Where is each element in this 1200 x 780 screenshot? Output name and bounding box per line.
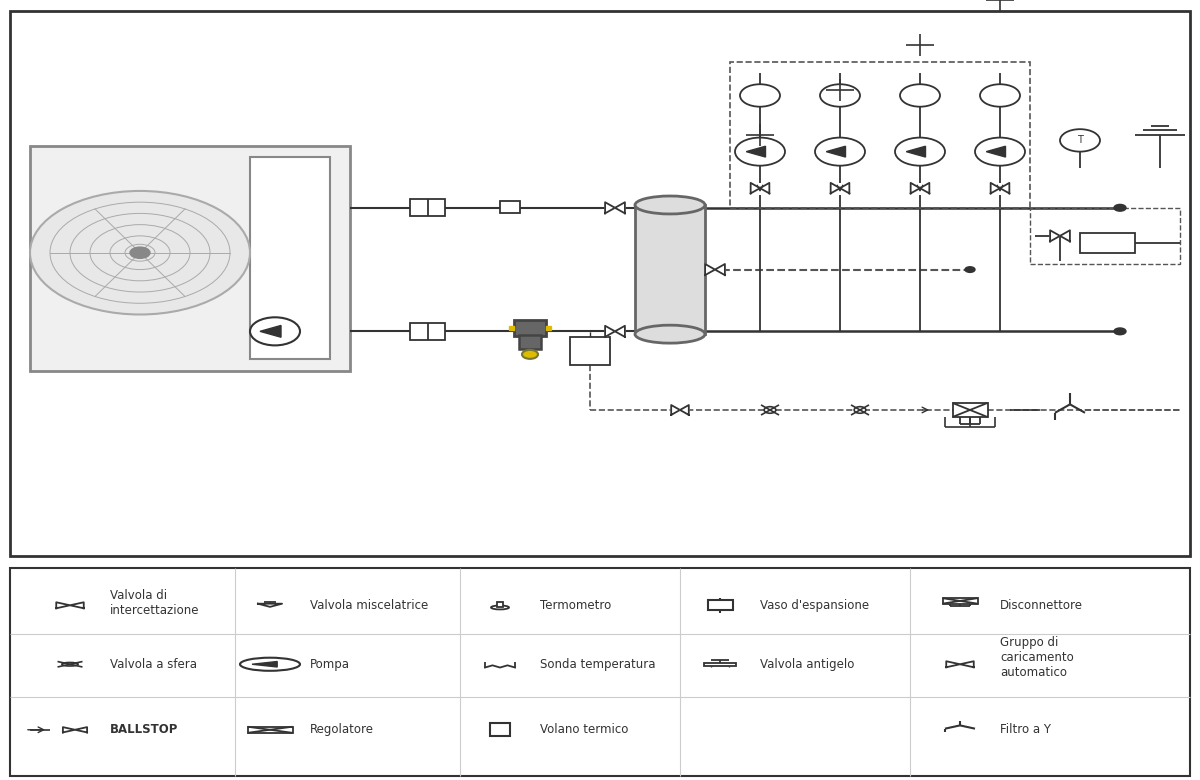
Polygon shape <box>840 183 850 193</box>
Polygon shape <box>1050 230 1060 242</box>
Bar <box>490 723 510 736</box>
Bar <box>953 403 988 417</box>
Polygon shape <box>911 183 920 193</box>
Text: Valvola antigelo: Valvola antigelo <box>760 658 854 671</box>
Polygon shape <box>920 183 929 193</box>
Text: Volano termico: Volano termico <box>540 723 629 736</box>
Circle shape <box>1114 204 1126 211</box>
Polygon shape <box>746 146 766 157</box>
Circle shape <box>522 350 538 359</box>
Polygon shape <box>827 146 846 157</box>
Bar <box>708 601 732 610</box>
Polygon shape <box>56 602 70 608</box>
Text: Sonda temperatura: Sonda temperatura <box>540 658 655 671</box>
Circle shape <box>491 605 509 609</box>
Polygon shape <box>986 146 1006 157</box>
Bar <box>1080 233 1135 253</box>
Circle shape <box>764 406 776 413</box>
Circle shape <box>965 267 974 272</box>
Circle shape <box>30 191 250 314</box>
Circle shape <box>980 84 1020 107</box>
Polygon shape <box>1060 230 1070 242</box>
Text: Regolatore: Regolatore <box>310 723 374 736</box>
Polygon shape <box>605 202 616 214</box>
Text: T: T <box>1078 136 1082 145</box>
Circle shape <box>250 317 300 346</box>
Polygon shape <box>830 183 840 193</box>
Text: BALLSTOP: BALLSTOP <box>110 723 179 736</box>
Circle shape <box>240 658 300 671</box>
Circle shape <box>854 406 866 413</box>
Ellipse shape <box>635 325 706 343</box>
Polygon shape <box>509 326 514 330</box>
Circle shape <box>62 662 78 666</box>
Bar <box>500 201 520 214</box>
Polygon shape <box>260 325 281 337</box>
Text: Valvola a sfera: Valvola a sfera <box>110 658 197 671</box>
Circle shape <box>130 247 150 258</box>
Bar <box>30 146 350 370</box>
Bar <box>250 158 330 360</box>
Polygon shape <box>605 326 616 337</box>
Bar <box>497 602 503 608</box>
Bar <box>514 320 546 336</box>
Circle shape <box>1060 129 1100 151</box>
Polygon shape <box>960 661 973 667</box>
Text: Pompa: Pompa <box>310 658 350 671</box>
Circle shape <box>734 137 785 165</box>
Polygon shape <box>616 326 625 337</box>
Bar <box>730 62 1030 207</box>
Polygon shape <box>906 146 925 157</box>
Circle shape <box>974 137 1025 165</box>
Polygon shape <box>258 604 282 607</box>
Polygon shape <box>1000 183 1009 193</box>
Circle shape <box>740 84 780 107</box>
Text: Vaso d'espansione: Vaso d'espansione <box>760 599 869 612</box>
Bar <box>410 323 445 340</box>
Bar <box>247 727 293 733</box>
Polygon shape <box>546 326 551 330</box>
Ellipse shape <box>635 196 706 214</box>
Polygon shape <box>947 661 960 667</box>
Text: Termometro: Termometro <box>540 599 611 612</box>
Text: Valvola di
intercettazione: Valvola di intercettazione <box>110 589 199 617</box>
Text: Filtro a Y: Filtro a Y <box>1000 723 1051 736</box>
Text: Valvola miscelatrice: Valvola miscelatrice <box>310 599 428 612</box>
Circle shape <box>820 84 860 107</box>
Polygon shape <box>62 727 74 732</box>
Polygon shape <box>70 602 84 608</box>
Bar <box>1030 207 1180 264</box>
Polygon shape <box>671 405 680 415</box>
Polygon shape <box>991 183 1000 193</box>
Polygon shape <box>680 405 689 415</box>
Bar <box>635 205 706 334</box>
Bar <box>570 337 610 365</box>
Polygon shape <box>252 661 277 667</box>
Circle shape <box>895 137 946 165</box>
Circle shape <box>815 137 865 165</box>
Text: Disconnettore: Disconnettore <box>1000 599 1084 612</box>
Polygon shape <box>616 202 625 214</box>
Polygon shape <box>74 727 88 732</box>
Bar <box>942 598 978 604</box>
Polygon shape <box>706 264 715 275</box>
Polygon shape <box>715 264 725 275</box>
Text: Gruppo di
caricamento
automatico: Gruppo di caricamento automatico <box>1000 636 1074 679</box>
Circle shape <box>900 84 940 107</box>
Polygon shape <box>751 183 760 193</box>
Polygon shape <box>760 183 769 193</box>
Bar <box>704 662 736 666</box>
Bar <box>520 335 541 349</box>
Bar <box>410 200 445 216</box>
Circle shape <box>1114 328 1126 335</box>
